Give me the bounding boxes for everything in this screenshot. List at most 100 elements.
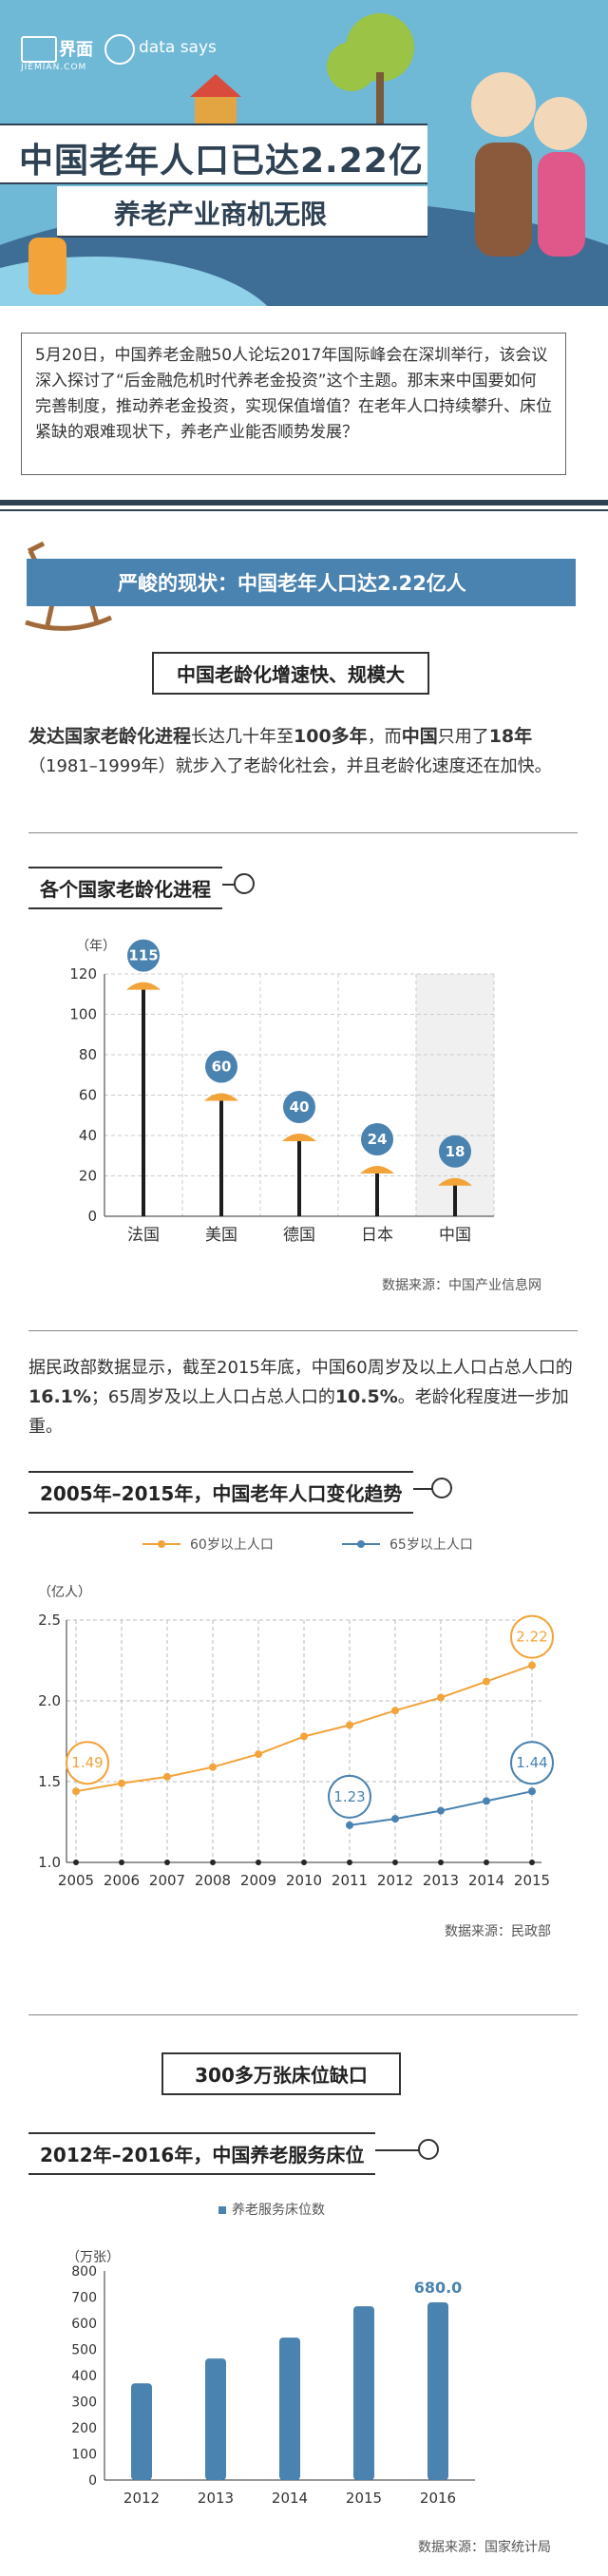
chart1-x-tick: 日本: [361, 1226, 393, 1245]
para2-text-3: ；65周岁及以上人口占总人口的: [90, 1387, 335, 1407]
chart1-y-tick: 120: [69, 965, 97, 983]
chart3-x-tick: 2014: [272, 2490, 308, 2507]
chart1-source: 数据来源：中国产业信息网: [382, 1278, 542, 1293]
chart3-bar: [131, 2383, 152, 2480]
para-text-6: 只用了: [437, 727, 489, 747]
chart2-x-tick: 2014: [468, 1872, 504, 1889]
chart2-data-point: [528, 1661, 536, 1670]
chart2-x-tick: 2015: [514, 1872, 550, 1889]
chart2-x-tick: 2007: [149, 1872, 185, 1889]
chart2-label-bubble: [510, 1741, 554, 1785]
para-bold-5: 中国: [401, 726, 438, 747]
chart3-source: 数据来源：国家统计局: [418, 2540, 551, 2555]
chart2-legend-label: 65岁以上人口: [390, 1537, 473, 1553]
para-bold-1: 发达国家老龄化进程: [28, 726, 192, 747]
subheading-aging: 中国老龄化增速快、规模大: [152, 652, 429, 695]
section-banner: [27, 559, 576, 606]
chart3-y-tick: 200: [71, 2421, 97, 2436]
chart1-data-label: 24: [368, 1131, 388, 1148]
chart3-x-tick: 2012: [124, 2490, 160, 2507]
chart2-data-point: [300, 1732, 308, 1741]
subtitle-band: [57, 186, 428, 238]
chart1-value-bubble: [283, 1091, 315, 1123]
para-bold-7: 18年: [488, 726, 533, 747]
chart2-data-point: [391, 1707, 399, 1715]
chart3-y-tick: 500: [71, 2343, 97, 2358]
chart1-x-tick: 中国: [439, 1226, 471, 1245]
chart3-y-tick: 400: [71, 2369, 97, 2384]
chart2-label-bubble: [328, 1774, 371, 1819]
chart2-y-tick: 2.5: [38, 1612, 61, 1629]
chart3-title: 2012年–2016年，中国养老服务床位: [28, 2132, 376, 2175]
chart3-data-label: 680.0: [414, 2279, 463, 2297]
brand-logo: [21, 36, 57, 63]
chart1-y-tick: 80: [79, 1046, 97, 1063]
chart2-data-point: [483, 1797, 490, 1805]
chart3-y-tick: 600: [71, 2317, 97, 2332]
brand-domain: JIEMIAN.COM: [21, 63, 87, 72]
chart2-data-point: [209, 1763, 217, 1771]
chart2-line-chart: 60岁以上人口 65岁以上人口 （亿人） 1.0 1.5 2.0 2.5 2005 2006 20…: [38, 1537, 554, 1889]
chart1-y-tick: 40: [79, 1127, 97, 1144]
chart1-value-bubble: [439, 1135, 471, 1168]
chart2-data-point: [437, 1693, 445, 1702]
chart3-y-tick: 100: [71, 2448, 97, 2463]
brand-name: 界面: [59, 40, 93, 60]
chart2-label-bubble: [510, 1614, 554, 1659]
chart2-title-marker: [431, 1478, 452, 1498]
page-subtitle: 养老产业商机无限: [114, 199, 328, 230]
divider-thin: [0, 509, 608, 511]
chart2-data-point: [391, 1815, 399, 1823]
chart1-bar-cap: [438, 1177, 472, 1186]
chart1-x-tick: 法国: [127, 1226, 160, 1245]
chart1-value-bubble: [127, 939, 160, 972]
chart1-y-tick: 0: [87, 1208, 97, 1225]
chart1-x-tick: 德国: [283, 1226, 315, 1245]
chart2-data-point: [528, 1787, 536, 1796]
chart1-bar-cap: [360, 1166, 394, 1174]
data-says-icon: [104, 34, 135, 65]
page-title: 中国老年人口已达2.22亿: [19, 142, 424, 181]
chart2-x-tick: 2006: [104, 1872, 140, 1889]
chart1-value-bubble: [205, 1050, 238, 1083]
chart1-value-bubble: [361, 1123, 393, 1155]
chart2-data-point: [255, 1750, 262, 1759]
chart2-y-tick: 1.0: [38, 1854, 61, 1871]
para-text-4: ，而: [367, 727, 402, 747]
chart1-data-label: 115: [128, 947, 158, 964]
chart3-y-tick: 800: [71, 2264, 97, 2280]
chart1-y-unit: （年）: [76, 939, 116, 954]
chart3-x-tick: 2013: [198, 2490, 234, 2507]
chart1-bar-chart: （年） 0 20 40 60 80 100 120 115 法国 60 美国 40 德国 24 日本 18 中国: [69, 939, 495, 1245]
chart3-y-tick: 300: [71, 2395, 97, 2411]
chart2-legend-label: 60岁以上人口: [190, 1537, 274, 1553]
chart3-legend-label: 养老服务床位数: [232, 2203, 325, 2218]
divider: [28, 2014, 578, 2015]
chart2-x-tick: 2005: [58, 1872, 94, 1889]
chart2-data-point: [72, 1787, 80, 1796]
chart2-data-point: [346, 1821, 353, 1829]
chart3-y-unit: （万张）: [66, 2250, 120, 2265]
chart1-title: 各个国家老龄化进程: [28, 867, 222, 909]
para2-text-5: 。老龄化程度进一步加重。: [28, 1387, 569, 1437]
para-text-2: 长达几十年至: [191, 727, 294, 747]
subheading-beds: 300多万张床位缺口: [162, 2052, 401, 2095]
chart2-x-tick: 2010: [286, 1872, 322, 1889]
chart2-data-point: [483, 1677, 490, 1686]
para2-bold-2: 16.1%: [28, 1386, 91, 1407]
chart2-data-point: [346, 1721, 353, 1729]
chart2-data-label: 1.49: [71, 1754, 103, 1771]
chart2-y-unit: （亿人）: [38, 1585, 91, 1600]
chart3-legend-swatch: [218, 2206, 226, 2214]
chart1-y-tick: 60: [79, 1087, 97, 1104]
chart3-bar: [353, 2306, 374, 2480]
brand-tagline: data says: [139, 38, 217, 57]
chart2-x-tick: 2012: [377, 1872, 413, 1889]
chart2-source: 数据来源：民政部: [445, 1924, 551, 1939]
chart2-data-label: 2.22: [516, 1629, 547, 1646]
chart1-x-tick: 美国: [205, 1226, 238, 1245]
section-banner-text: 严峻的现状：中国老年人口达2.22亿人: [118, 572, 466, 595]
chart3-y-tick: 0: [88, 2473, 97, 2489]
intro-box: 5月20日，中国养老金融50人论坛2017年国际峰会在深圳举行，该会议深入探讨了…: [21, 333, 566, 475]
divider: [28, 1330, 578, 1331]
